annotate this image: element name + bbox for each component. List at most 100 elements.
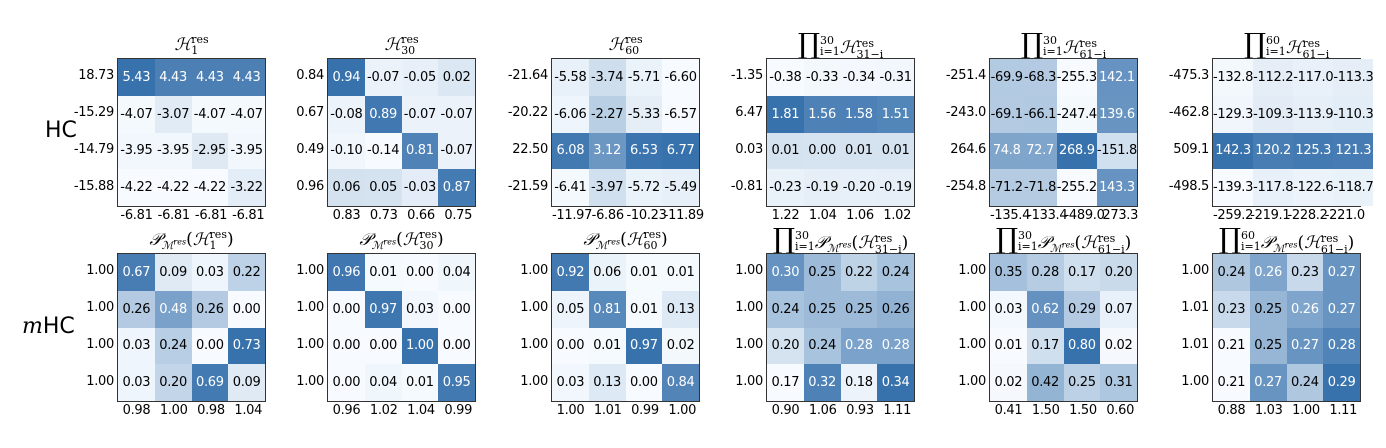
heatmap-cell: 0.26 <box>191 290 229 328</box>
heatmap-cell: 0.24 <box>154 327 192 365</box>
heatmap-cell: 0.01 <box>401 364 439 401</box>
title-scripts: res 60 <box>625 34 642 56</box>
row-sum-label: 6.47 <box>735 104 763 120</box>
title-scripts: 30 i=1 <box>1018 230 1038 252</box>
heatmap-cell: 125.3 <box>1293 132 1334 170</box>
heatmap-7: 0.67 0.09 0.03 0.22 0.26 0.48 0.26 0.00 0.03 0.24… <box>117 253 266 402</box>
title-superscript: 60 <box>1241 228 1256 242</box>
column-sum-label: 1.01 <box>593 403 622 418</box>
heatmap-cell: -6.06 <box>552 95 589 133</box>
heatmap-cell: 4.43 <box>191 59 229 96</box>
heatmap-cell: 0.01 <box>588 327 626 365</box>
heatmap-cell: 0.03 <box>401 290 439 328</box>
row-sum-label: 1.00 <box>1181 374 1209 390</box>
heatmap-cell: -2.27 <box>588 95 626 133</box>
column-sum-label: 0.98 <box>197 403 225 418</box>
heatmap-cell: 0.02 <box>990 364 1027 401</box>
column-sum-label: 1.06 <box>808 403 837 418</box>
title-segment: ( <box>1074 233 1082 253</box>
row-sum-label: 1.00 <box>296 262 324 278</box>
title-subscript: 60 <box>625 44 640 57</box>
heatmap-cell: 0.04 <box>364 364 402 401</box>
column-sum-label: 1.03 <box>1254 403 1283 418</box>
heatmap-10: 0.30 0.25 0.22 0.24 0.24 0.25 0.25 0.26 0.20 0.24… <box>766 253 915 402</box>
title-scripts: res 31−i <box>857 38 884 60</box>
title-scripts: res 30 <box>420 229 437 251</box>
row-sum-label: -21.64 <box>507 67 548 83</box>
heatmap-cell: -69.1 <box>990 95 1024 133</box>
title-segment: 𝒫ℳres <box>359 229 397 252</box>
title-superscript: res <box>419 228 437 241</box>
row-sum-label: 1.00 <box>520 262 548 278</box>
title-segment: ) <box>901 233 909 253</box>
row-sum-label: -475.3 <box>1168 67 1209 83</box>
title-segment: ( <box>396 229 403 250</box>
heatmap-cell: 0.01 <box>625 254 663 291</box>
column-sum-label: -135.4 <box>990 208 1031 223</box>
heatmap-cell: -255.3 <box>1056 59 1097 96</box>
row-sum-label: 1.00 <box>520 337 548 353</box>
heatmap-cell: -129.3 <box>1213 95 1253 133</box>
heatmap-cell: -0.19 <box>803 169 841 206</box>
heatmap-cell: 0.00 <box>328 364 365 401</box>
column-sum-label: 1.11 <box>1329 403 1358 418</box>
heatmap-cell: 0.89 <box>364 95 402 133</box>
heatmap-cell: 0.00 <box>438 327 475 365</box>
column-sum-label: 1.50 <box>1069 403 1097 418</box>
row-sum-label: 1.00 <box>958 337 986 353</box>
heatmap-cell: -113.9 <box>1293 95 1334 133</box>
title-segment: ( <box>620 229 627 250</box>
column-sum-label: 1.04 <box>407 403 435 418</box>
column-sum-label: 0.90 <box>771 403 800 418</box>
heatmap-cell: 0.02 <box>1100 327 1137 365</box>
title-segment: ∏ 30 i=1 <box>797 27 840 60</box>
heatmap-title: ∏ 30 i=1 𝒫ℳres(ℋ res 31−i) <box>711 225 971 259</box>
column-sum-label: 0.99 <box>444 403 473 418</box>
heatmap-cell: -3.95 <box>118 132 155 170</box>
heatmap-6: -132.8 -112.2 -117.0 -113.3 -129.3 -109.3 -113… <box>1212 58 1374 207</box>
heatmap-cell: -5.72 <box>625 169 663 206</box>
row-sum-label: 509.1 <box>1173 142 1209 158</box>
heatmap-cell: 0.00 <box>191 327 229 365</box>
heatmap-cell: 0.69 <box>191 364 229 401</box>
title-subsuperscript: res <box>383 237 397 247</box>
title-subscript: ℳres <box>161 237 187 252</box>
heatmap-2: 0.94 -0.07 -0.05 0.02 -0.08 0.89 -0.07 -0.07 -0.… <box>327 58 476 207</box>
title-superscript: 30 <box>820 33 834 47</box>
heatmap-cell: -0.05 <box>401 59 439 96</box>
title-scripts: res 61−i <box>1080 38 1107 60</box>
heatmap-cell: 0.29 <box>1063 290 1101 328</box>
column-sum-label: 0.83 <box>332 208 361 223</box>
title-segment: ( <box>186 229 193 250</box>
heatmap-cell: 0.28 <box>1323 327 1360 365</box>
title-segment: ) <box>436 229 444 250</box>
heatmap-cell: -3.22 <box>228 169 265 206</box>
heatmap-cell: 0.18 <box>840 364 878 401</box>
heatmap-cell: 0.22 <box>840 254 878 291</box>
heatmap-title: ∏ 60 i=1 𝒫ℳres(ℋ res 61−i) <box>1157 225 1386 259</box>
heatmap-cell: -109.3 <box>1253 95 1294 133</box>
heatmap-9: 0.92 0.06 0.01 0.01 0.05 0.81 0.01 0.13 0.00 0.01… <box>551 253 700 402</box>
heatmap-cell: 0.02 <box>662 327 699 365</box>
heatmap-cell: 0.28 <box>877 327 914 365</box>
heatmap-cell: 0.24 <box>803 327 841 365</box>
title-subscript: ℳres <box>1050 240 1075 256</box>
title-segment: 𝒫ℳres <box>1037 233 1075 256</box>
heatmap-cell: 0.00 <box>552 327 589 365</box>
heatmap-cell: 0.01 <box>840 132 878 170</box>
heatmap-cell: -0.07 <box>401 95 439 133</box>
heatmap-cell: -5.71 <box>625 59 663 96</box>
heatmap-cell: 0.17 <box>1026 327 1064 365</box>
row-sum-label: -21.59 <box>507 179 548 195</box>
column-sum-label: 0.66 <box>407 208 435 223</box>
row-sum-label: 1.00 <box>296 299 324 315</box>
heatmap-cell: 0.35 <box>990 254 1027 291</box>
heatmap-cell: -4.07 <box>228 95 265 133</box>
row-sum-label: 1.00 <box>86 299 114 315</box>
heatmap-cell: -151.8 <box>1096 132 1137 170</box>
heatmap-cell: 0.13 <box>588 364 626 401</box>
heatmap-cell: -3.74 <box>588 59 626 96</box>
